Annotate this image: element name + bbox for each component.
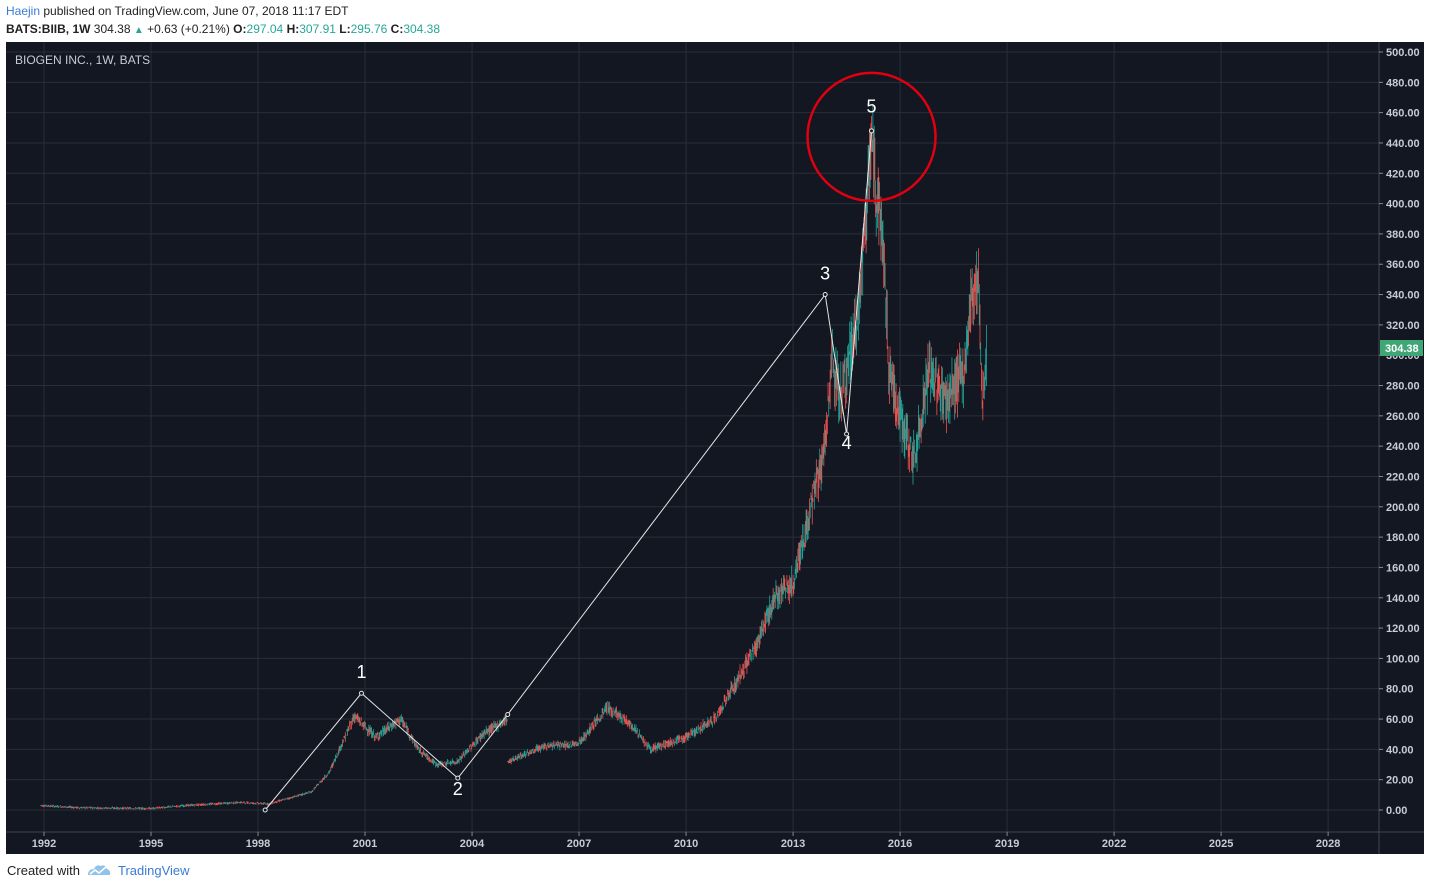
price-axis-label: 420.00 — [1386, 168, 1420, 180]
time-axis-label: 2004 — [460, 838, 485, 850]
time-axis-label: 1998 — [246, 838, 270, 850]
elliott-wave-drawing[interactable]: 1 2 3 4 5 — [262, 71, 937, 813]
time-axis-label: 2022 — [1102, 838, 1126, 850]
symbol-ohlc-line: BATS:BIIB, 1W 304.38 ▲ +0.63 (+0.21%) O:… — [6, 22, 440, 36]
last-price-value: 304.38 — [1385, 343, 1419, 355]
price-axis-label: 120.00 — [1386, 623, 1420, 635]
low-label: L: — [339, 22, 351, 36]
wave-point-handle[interactable] — [869, 128, 875, 134]
price-axis[interactable]: 500.00 480.00 460.00 440.00 420.00 400.00 380.… — [1379, 47, 1420, 817]
high-label: H: — [286, 22, 300, 36]
price-axis-label: 340.00 — [1386, 290, 1420, 302]
close-value: 304.38 — [403, 22, 441, 36]
price-axis-label: 320.00 — [1386, 320, 1420, 332]
time-axis-label: 2001 — [353, 838, 377, 850]
wave-point-handle[interactable] — [262, 807, 268, 813]
up-arrow-icon: ▲ — [133, 25, 144, 36]
last-price-tag: 304.38 — [1380, 340, 1423, 356]
time-axis-label: 2013 — [781, 838, 805, 850]
created-with-text: Created with — [7, 863, 80, 878]
wave-label-5[interactable]: 5 — [867, 97, 877, 117]
price-axis-label: 60.00 — [1386, 714, 1414, 726]
publish-text: published on TradingView.com, June 07, 2… — [40, 4, 349, 18]
price-axis-label: 20.00 — [1386, 775, 1414, 787]
footer: Created with TradingView — [0, 855, 1431, 888]
low-value: 295.76 — [350, 22, 388, 36]
price-axis-label: 40.00 — [1386, 744, 1414, 756]
wave-label-4[interactable]: 4 — [842, 433, 852, 453]
price-axis-label: 100.00 — [1386, 653, 1420, 665]
chart-background — [6, 42, 1424, 854]
wave-point-handle[interactable] — [455, 775, 461, 781]
price-axis-label: 440.00 — [1386, 138, 1420, 150]
price-axis-label: 460.00 — [1386, 108, 1420, 120]
wave-label-3[interactable]: 3 — [820, 263, 830, 283]
time-axis-label: 2010 — [674, 838, 698, 850]
highlight-circle[interactable] — [806, 71, 937, 203]
price-axis-label: 220.00 — [1386, 471, 1420, 483]
high-value: 307.91 — [299, 22, 336, 36]
price-axis-label: 140.00 — [1386, 593, 1420, 605]
price-axis-label: 480.00 — [1386, 77, 1420, 89]
wave-point-handle[interactable] — [505, 711, 511, 717]
wave-point-handle[interactable] — [844, 431, 850, 437]
tradingview-link[interactable]: TradingView — [118, 863, 190, 878]
time-axis-label: 2016 — [888, 838, 912, 850]
price-axis-label: 260.00 — [1386, 411, 1420, 423]
price-axis-label: 200.00 — [1386, 502, 1420, 514]
publish-info: Haejin published on TradingView.com, Jun… — [6, 4, 348, 18]
price-axis-label: 160.00 — [1386, 562, 1420, 574]
price-axis-label: 280.00 — [1386, 381, 1420, 393]
open-value: 297.04 — [246, 22, 284, 36]
time-axis-label: 2007 — [567, 838, 591, 850]
price-axis-label: 380.00 — [1386, 229, 1420, 241]
open-label: O: — [233, 22, 247, 36]
price-axis-label: 400.00 — [1386, 199, 1420, 211]
time-axis-label: 2028 — [1316, 838, 1340, 850]
close-label: C: — [390, 22, 404, 36]
chart-legend: BIOGEN INC., 1W, BATS — [15, 53, 150, 67]
publication-header: Haejin published on TradingView.com, Jun… — [0, 0, 1431, 42]
time-axis-label: 2025 — [1209, 838, 1233, 850]
time-axis-label: 1995 — [139, 838, 163, 850]
price-axis-label: 500.00 — [1386, 47, 1420, 59]
time-axis[interactable]: 1992 1995 1998 2001 2004 2007 2010 2013 2016 2019… — [32, 832, 1341, 850]
author-link[interactable]: Haejin — [6, 4, 41, 18]
chart-grid — [6, 42, 1379, 832]
price-axis-label: 0.00 — [1386, 805, 1407, 817]
time-axis-label: 1992 — [32, 838, 56, 850]
price-axis-label: 360.00 — [1386, 259, 1420, 271]
price-axis-label: 240.00 — [1386, 441, 1420, 453]
tradingview-logo-icon — [88, 865, 111, 875]
wave-label-1[interactable]: 1 — [356, 662, 366, 682]
price-series — [40, 103, 987, 810]
price-axis-label: 80.00 — [1386, 684, 1414, 696]
wave-label-2[interactable]: 2 — [453, 779, 463, 799]
price-change: +0.63 (+0.21%) — [147, 22, 230, 36]
last-price: 304.38 — [93, 22, 131, 36]
wave-point-handle[interactable] — [822, 292, 828, 298]
wave-point-handle[interactable] — [358, 690, 364, 696]
symbol-label: BATS:BIIB, 1W — [6, 22, 91, 36]
price-axis-label: 180.00 — [1386, 532, 1420, 544]
time-axis-label: 2019 — [995, 838, 1019, 850]
